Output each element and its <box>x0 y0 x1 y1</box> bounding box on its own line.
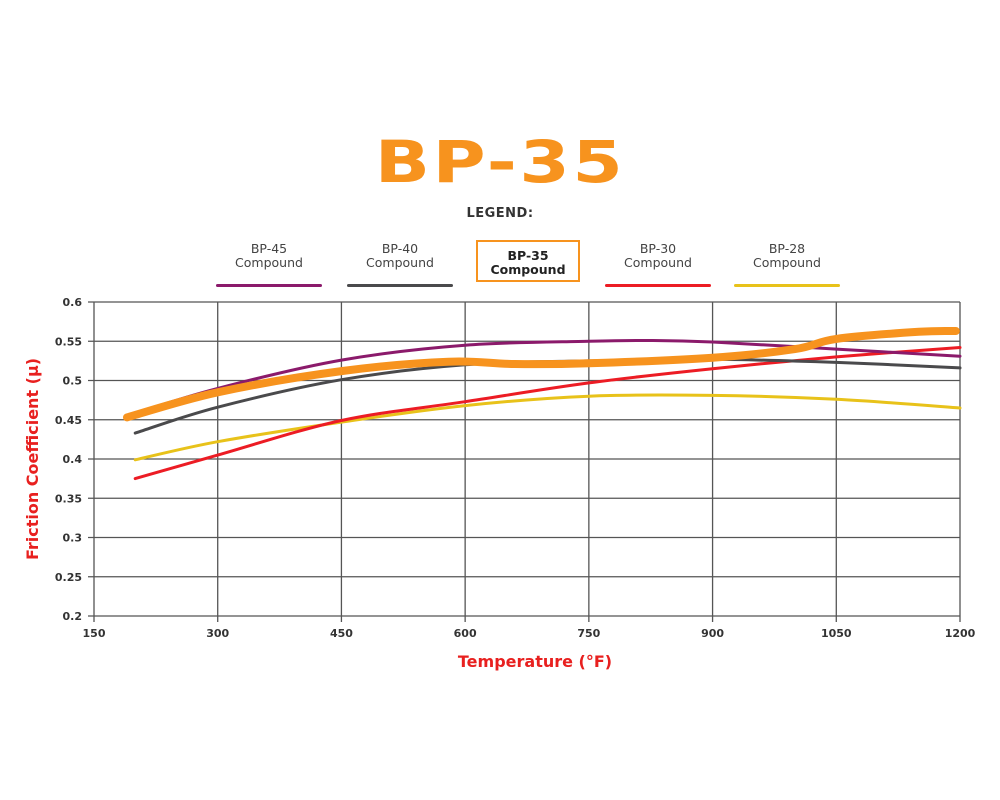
legend-swatch <box>216 284 322 287</box>
y-tick-label: 0.25 <box>55 571 82 584</box>
legend-title: LEGEND: <box>466 206 534 221</box>
legend-item-bp35: BP-35 Compound <box>476 240 580 282</box>
y-tick-label: 0.4 <box>63 453 83 466</box>
legend-label: BP-28 <box>768 241 806 256</box>
legend-label: BP-35 <box>507 248 549 263</box>
legend-label: BP-30 <box>639 241 677 256</box>
x-tick-label: 600 <box>454 627 477 640</box>
x-tick-label: 1200 <box>945 627 976 640</box>
y-tick-label: 0.5 <box>63 375 83 388</box>
legend-label: Compound <box>624 255 692 270</box>
legend-label: BP-40 <box>381 241 419 256</box>
tick-labels: 0.2 0.25 0.3 0.35 0.4 0.45 0.5 0.55 0.6 150 300 450… <box>55 296 976 640</box>
x-tick-label: 1050 <box>821 627 852 640</box>
legend-label: Compound <box>753 255 821 270</box>
legend-swatch <box>347 284 453 287</box>
x-tick-label: 450 <box>330 627 353 640</box>
y-tick-label: 0.55 <box>55 335 82 348</box>
series-line-bp-28 <box>133 393 962 462</box>
legend-swatch <box>605 284 711 287</box>
grid <box>88 301 961 622</box>
legend-label: Compound <box>235 255 303 270</box>
y-axis-title: Friction Coefficient (μ) <box>23 358 42 560</box>
y-tick-label: 0.6 <box>63 296 83 309</box>
series-lines <box>123 326 962 481</box>
legend-label: Compound <box>366 255 434 270</box>
series-line-bp-45 <box>125 338 962 418</box>
series-line-bp-35 <box>123 326 960 422</box>
x-tick-label: 900 <box>701 627 724 640</box>
x-tick-label: 300 <box>206 627 229 640</box>
legend-item-bp30: BP-30 Compound <box>605 241 711 287</box>
series-line-bp-30 <box>133 346 962 481</box>
legend-label: BP-45 <box>250 241 288 256</box>
y-tick-label: 0.2 <box>63 610 83 623</box>
y-tick-label: 0.35 <box>55 492 82 505</box>
legend-swatch <box>734 284 840 287</box>
x-axis-title: Temperature (°F) <box>458 652 612 671</box>
legend-item-bp28: BP-28 Compound <box>734 241 840 287</box>
y-tick-label: 0.3 <box>63 532 83 545</box>
x-tick-label: 750 <box>577 627 600 640</box>
y-tick-label: 0.45 <box>55 414 82 427</box>
legend-label: Compound <box>490 262 566 277</box>
legend-item-bp40: BP-40 Compound <box>347 241 453 287</box>
x-tick-label: 150 <box>83 627 106 640</box>
legend-item-bp45: BP-45 Compound <box>216 241 322 287</box>
chart-title: BP-35 <box>374 128 626 196</box>
